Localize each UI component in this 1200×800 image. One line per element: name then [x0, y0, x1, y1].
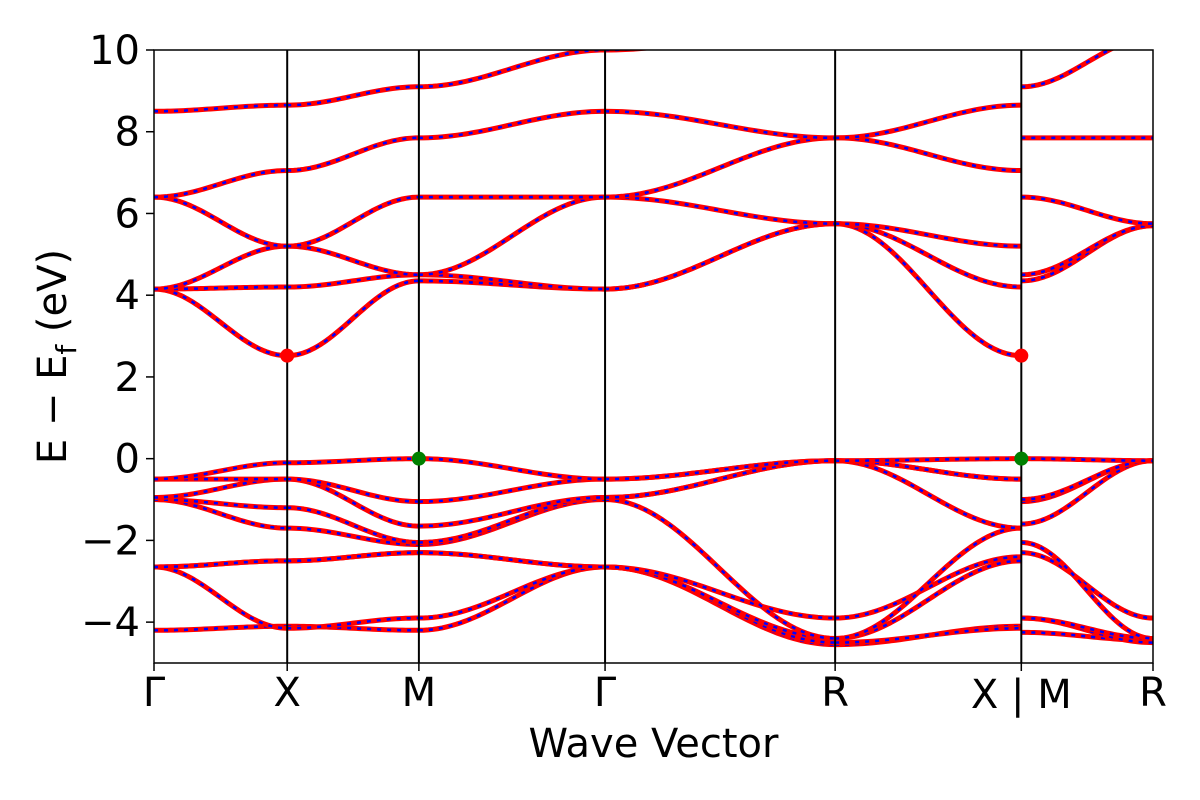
- band-fit-line: [154, 136, 1153, 248]
- band-5: [154, 497, 1153, 641]
- band-edge-markers: [280, 348, 1029, 466]
- band-fit-line: [154, 565, 1153, 644]
- bands-layer: [154, 50, 1153, 648]
- band-7: [154, 458, 1153, 529]
- plot-frame: [153, 49, 1154, 664]
- band-14: [154, 50, 1115, 200]
- y-tick-label: 10: [89, 28, 140, 74]
- band-fit-line: [154, 50, 1112, 199]
- band-dft-line: [154, 221, 1153, 292]
- y-axis-ticks: −4 −2 0 2 4 6 8 10: [81, 28, 154, 646]
- band-dft-line: [154, 50, 653, 114]
- band-fit-line: [154, 459, 1153, 503]
- x-axis-ticks: Γ X M Γ R X | M R: [143, 663, 1167, 718]
- y-tick-label: 6: [115, 191, 140, 237]
- x-tick-label: R: [1139, 670, 1167, 716]
- band-dft-line: [154, 564, 1153, 646]
- band-fit-line: [154, 459, 1153, 528]
- x-tick-label: X: [273, 670, 300, 716]
- x-tick-label: Γ: [594, 670, 617, 716]
- band-15: [154, 50, 653, 114]
- band-fit-line: [154, 551, 1153, 620]
- band-dft-line: [154, 497, 1153, 641]
- band-dft-line: [154, 135, 1153, 249]
- y-axis-label-unit: (eV): [30, 249, 76, 345]
- band-fit-line: [154, 565, 1153, 646]
- band-dft-line: [154, 50, 1115, 200]
- band-fit-line: [154, 498, 1153, 640]
- y-tick-label: 2: [115, 355, 140, 401]
- x-tick-label: R: [821, 670, 849, 716]
- band-13: [154, 135, 1153, 249]
- x-tick-label: Γ: [143, 670, 166, 716]
- band-2: [154, 564, 1153, 646]
- y-tick-label: 4: [115, 273, 140, 319]
- band-fit-line: [154, 457, 1153, 481]
- y-tick-label: 0: [115, 437, 140, 483]
- vbm-marker: [411, 451, 426, 466]
- band-fit-line: [154, 195, 1153, 291]
- vbm-marker: [1014, 451, 1029, 466]
- cbm-marker: [280, 348, 295, 363]
- band-dft-line: [154, 456, 1153, 482]
- band-12: [154, 194, 1153, 292]
- y-tick-label: 8: [115, 110, 140, 156]
- band-9: [154, 456, 1153, 482]
- x-tick-label: X | M: [971, 672, 1072, 718]
- band-dft-line: [154, 564, 1153, 648]
- y-tick-label: −4: [81, 600, 140, 646]
- x-axis-label: Wave Vector: [529, 721, 780, 767]
- band-1: [154, 564, 1153, 648]
- band-11: [154, 221, 1153, 292]
- band-4: [154, 550, 1153, 621]
- y-axis-label: E − Ef (eV): [30, 249, 83, 464]
- band-fit-line: [154, 222, 1153, 291]
- cbm-marker: [1014, 348, 1029, 363]
- x-tick-label: M: [402, 670, 437, 716]
- y-tick-label: −2: [81, 518, 140, 564]
- y-axis-label-subscript: f: [50, 344, 83, 355]
- y-axis-label-main: E − E: [30, 355, 76, 465]
- band-fit-line: [154, 50, 639, 113]
